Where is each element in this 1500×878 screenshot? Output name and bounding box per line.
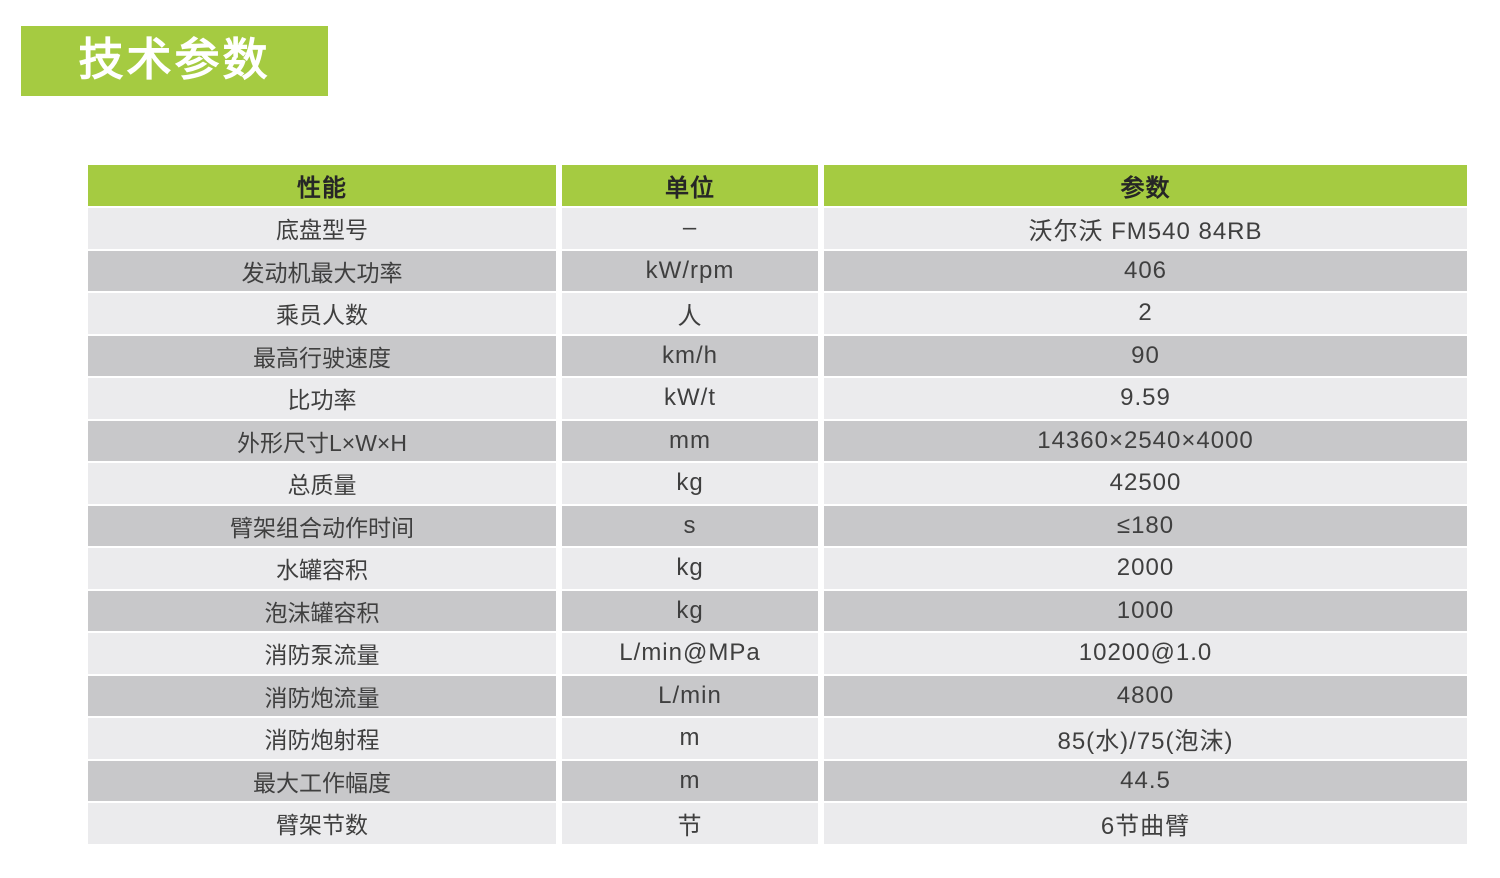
row-value: 10200@1.0 <box>824 633 1467 674</box>
row-value: 沃尔沃 FM540 84RB <box>824 208 1467 249</box>
row-value: 14360×2540×4000 <box>824 420 1467 461</box>
table-row: 底盘型号 – 沃尔沃 FM540 84RB <box>88 208 1467 249</box>
row-unit: m <box>562 760 818 801</box>
row-performance-label: 发动机最大功率 <box>88 250 556 291</box>
row-performance-label: 乘员人数 <box>88 293 556 334</box>
row-unit: mm <box>562 420 818 461</box>
table-row: 消防炮射程 m 85(水)/75(泡沫) <box>88 718 1467 759</box>
column-header-value: 参数 <box>824 165 1467 206</box>
section-title: 技术参数 <box>78 33 271 85</box>
table-row: 总质量 kg 42500 <box>88 463 1467 504</box>
row-unit: kW/t <box>562 378 818 419</box>
row-value: 9.59 <box>824 378 1467 419</box>
row-unit: m <box>562 718 818 759</box>
table-row: 外形尺寸L×W×H mm 14360×2540×4000 <box>88 420 1467 461</box>
row-performance-label: 消防炮射程 <box>88 718 556 759</box>
row-value: 44.5 <box>824 760 1467 801</box>
row-value: 90 <box>824 335 1467 376</box>
row-value: 2000 <box>824 548 1467 589</box>
row-unit: L/min@MPa <box>562 633 818 674</box>
column-header-unit: 单位 <box>562 165 818 206</box>
row-value: 2 <box>824 293 1467 334</box>
table-row: 水罐容积 kg 2000 <box>88 548 1467 589</box>
table-row: 消防泵流量 L/min@MPa 10200@1.0 <box>88 633 1467 674</box>
table-header-row: 性能 单位 参数 <box>88 165 1467 206</box>
row-value: 42500 <box>824 463 1467 504</box>
table-row: 臂架节数节 6节曲臂 <box>88 803 1467 844</box>
row-unit: kW/rpm <box>562 250 818 291</box>
row-performance-label: 比功率 <box>88 378 556 419</box>
row-performance-label: 消防泵流量 <box>88 633 556 674</box>
column-header-performance: 性能 <box>88 165 556 206</box>
row-value: ≤180 <box>824 505 1467 546</box>
row-performance-label: 臂架组合动作时间 <box>88 505 556 546</box>
row-performance-label: 消防炮流量 <box>88 675 556 716</box>
table-row: 发动机最大功率 kW/rpm 406 <box>88 250 1467 291</box>
row-unit: kg <box>562 590 818 631</box>
row-value: 4800 <box>824 675 1467 716</box>
row-value: 1000 <box>824 590 1467 631</box>
table-row: 最大工作幅度 m 44.5 <box>88 760 1467 801</box>
row-value: 6节曲臂 <box>824 803 1467 844</box>
row-unit: – <box>562 208 818 249</box>
row-performance-label: 底盘型号 <box>88 208 556 249</box>
row-unit: L/min <box>562 675 818 716</box>
table-row: 臂架组合动作时间 s ≤180 <box>88 505 1467 546</box>
row-performance-label: 臂架节数 <box>88 803 556 844</box>
row-performance-label: 最大工作幅度 <box>88 760 556 801</box>
row-performance-label: 最高行驶速度 <box>88 335 556 376</box>
row-performance-label: 外形尺寸L×W×H <box>88 420 556 461</box>
row-unit: 节 <box>562 803 818 844</box>
row-performance-label: 总质量 <box>88 463 556 504</box>
row-unit: s <box>562 505 818 546</box>
row-unit: kg <box>562 463 818 504</box>
row-unit: km/h <box>562 335 818 376</box>
row-value: 85(水)/75(泡沫) <box>824 718 1467 759</box>
section-title-badge: 技术参数 <box>21 26 328 96</box>
table-row: 泡沫罐容积 kg 1000 <box>88 590 1467 631</box>
row-value: 406 <box>824 250 1467 291</box>
row-performance-label: 泡沫罐容积 <box>88 590 556 631</box>
table-row: 比功率 kW/t 9.59 <box>88 378 1467 419</box>
row-performance-label: 水罐容积 <box>88 548 556 589</box>
spec-table: 性能 单位 参数 底盘型号 – 沃尔沃 FM540 84RB 发动机最大功率 kW/rp… <box>88 165 1467 844</box>
table-row: 乘员人数人 2 <box>88 293 1467 334</box>
table-row: 最高行驶速度 km/h 90 <box>88 335 1467 376</box>
row-unit: kg <box>562 548 818 589</box>
row-unit: 人 <box>562 293 818 334</box>
table-row: 消防炮流量 L/min 4800 <box>88 675 1467 716</box>
